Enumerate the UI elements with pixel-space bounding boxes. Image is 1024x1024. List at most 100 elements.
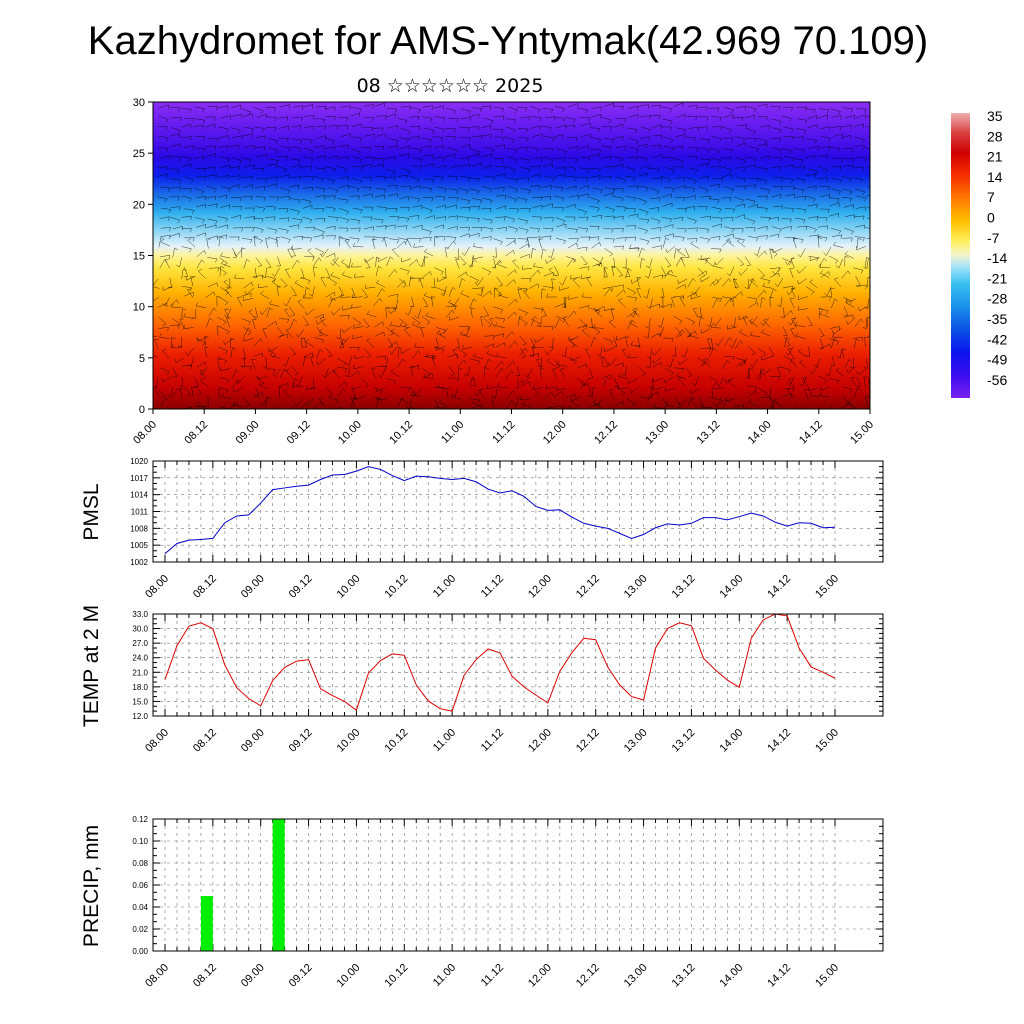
wind-barb-flag <box>286 328 291 331</box>
wind-barb <box>422 187 433 189</box>
wind-barb <box>518 317 528 324</box>
wind-barb-flag <box>789 360 793 364</box>
colorbar-label: 35 <box>987 108 1003 124</box>
wind-barb <box>734 167 745 169</box>
wind-barb <box>507 196 517 200</box>
wind-barb-flag <box>695 331 697 336</box>
wind-barb <box>578 318 587 326</box>
wind-barb <box>339 339 344 349</box>
wind-barb-flag <box>225 218 228 223</box>
wind-barb <box>818 114 828 119</box>
wind-barb <box>305 341 315 348</box>
wind-barb <box>630 344 641 347</box>
colorbar-label: 21 <box>987 149 1003 165</box>
wind-barb <box>858 368 867 376</box>
wind-barb-flag <box>287 248 292 250</box>
wind-barb-flag <box>168 209 172 214</box>
wind-barb-flag <box>671 338 674 343</box>
wind-barb-flag <box>632 292 636 296</box>
wind-barb-flag <box>729 129 732 134</box>
wind-barb <box>220 368 231 372</box>
wind-barb-flag <box>617 384 620 389</box>
wind-barb-flag <box>217 138 219 143</box>
wind-barb-flag <box>177 219 181 224</box>
wind-barb <box>628 213 639 217</box>
wind-barb <box>791 318 797 328</box>
wind-barb <box>248 311 257 319</box>
wind-barb <box>280 146 291 149</box>
x-tick-label: 09.12 <box>287 727 315 755</box>
wind-barb-flag <box>310 150 314 155</box>
wind-barb <box>386 357 388 368</box>
wind-barb <box>410 107 421 110</box>
wind-barb-flag <box>468 177 471 182</box>
wind-barb-flag <box>877 175 878 179</box>
wind-barb-flag <box>643 295 648 299</box>
wind-barb <box>220 204 230 208</box>
colorbar-label: -21 <box>987 270 1007 286</box>
wind-barb <box>217 359 220 370</box>
wind-barb <box>721 296 732 299</box>
wind-barb-flag <box>852 165 854 170</box>
wind-barb-flag <box>805 226 808 231</box>
wind-barb <box>373 298 380 307</box>
wind-barb <box>854 136 865 141</box>
wind-barb <box>181 246 192 250</box>
wind-barb-flag <box>322 208 325 213</box>
wind-barb <box>157 388 165 396</box>
wind-barb-flag <box>467 200 471 205</box>
wind-barb <box>698 267 706 276</box>
wind-barb-flag <box>420 159 423 163</box>
wind-barb <box>829 378 840 381</box>
wind-barb-flag <box>524 199 528 204</box>
wind-barb-flag <box>646 356 651 359</box>
wind-barb <box>206 186 217 190</box>
wind-barb <box>254 126 265 129</box>
wind-barb <box>661 266 667 276</box>
wind-barb <box>540 368 542 379</box>
wind-barb <box>795 217 806 220</box>
wind-barb-flag <box>227 158 230 163</box>
wind-barb-flag <box>864 306 869 309</box>
wind-barb <box>302 138 313 141</box>
wind-barb-flag <box>323 145 325 150</box>
wind-barb <box>419 278 424 289</box>
wind-barb-flag <box>540 368 545 370</box>
wind-barb-flag <box>333 168 336 173</box>
heatmap-x-tick-label: 11.12 <box>490 419 517 446</box>
wind-barb <box>400 325 410 329</box>
wind-barb-flag <box>291 245 293 250</box>
wind-barb-flag <box>563 157 566 162</box>
wind-barb-flag <box>573 310 577 315</box>
wind-barb-flag <box>658 115 661 120</box>
wind-barb-flag <box>477 361 480 365</box>
wind-barb-flag <box>816 204 818 209</box>
wind-barb <box>712 397 723 401</box>
wind-barb-flag <box>691 291 695 296</box>
wind-barb-flag <box>501 367 505 372</box>
wind-barb <box>448 164 459 169</box>
wind-barb <box>338 176 349 180</box>
wind-barb-flag <box>214 145 217 150</box>
wind-barb-flag <box>533 384 535 389</box>
wind-barb <box>567 310 575 319</box>
wind-barb <box>420 327 424 338</box>
wind-barb <box>424 127 435 131</box>
wind-barb-flag <box>183 312 186 317</box>
wind-barb <box>817 225 828 228</box>
wind-barb <box>386 307 397 309</box>
wind-barb-flag <box>346 219 350 224</box>
wind-barb-flag <box>383 194 386 200</box>
wind-barb <box>412 324 422 329</box>
wind-barb <box>483 117 494 122</box>
wind-barb <box>804 389 809 400</box>
wind-barb-flag <box>333 116 336 121</box>
wind-barb-flag <box>400 349 402 354</box>
wind-barb <box>843 314 854 318</box>
wind-barb-flag <box>875 170 877 173</box>
wind-barb-flag <box>529 278 532 283</box>
wind-barb-flag <box>481 287 483 292</box>
wind-barb <box>711 338 714 349</box>
wind-barb <box>680 257 686 267</box>
wind-barb-flag <box>202 219 205 224</box>
